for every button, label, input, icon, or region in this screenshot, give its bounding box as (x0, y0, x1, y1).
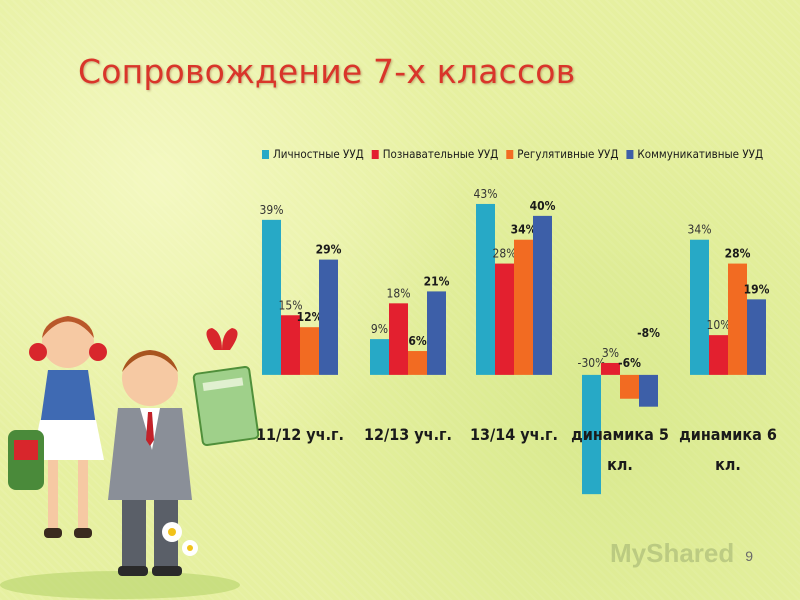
bar (582, 374, 601, 495)
category-label: кл. (607, 455, 633, 474)
data-label: 34% (688, 223, 712, 237)
data-label: 34% (511, 223, 537, 237)
data-label: 10% (707, 318, 731, 332)
bar (389, 303, 408, 375)
bar (476, 203, 495, 375)
bar (262, 219, 281, 375)
bar (408, 351, 427, 375)
category-label: динамика 6 (679, 425, 777, 444)
bar (747, 299, 766, 375)
category-label: динамика 5 (571, 425, 669, 444)
bar (370, 339, 389, 375)
data-label: 15% (279, 298, 303, 312)
data-label: 21% (424, 274, 450, 288)
children-illustration (0, 316, 260, 599)
data-label: 43% (474, 187, 498, 201)
legend-label: Коммуникативные УУД (637, 147, 763, 161)
bar (427, 291, 446, 375)
legend-swatch (262, 150, 269, 159)
slide-title: Сопровождение 7-х классов (78, 52, 576, 91)
data-label: 9% (371, 322, 388, 336)
legend-swatch (506, 150, 514, 159)
watermark-logo: MyShared (610, 538, 735, 568)
legend-label: Познавательные УУД (383, 147, 499, 161)
category-label: 11/12 уч.г. (256, 425, 344, 444)
data-label: -30% (578, 356, 606, 370)
bar (601, 362, 620, 375)
category-label: 13/14 уч.г. (470, 425, 558, 444)
bar (495, 263, 514, 375)
data-label: 29% (316, 243, 342, 257)
data-label: 39% (260, 203, 284, 217)
data-label: 18% (387, 286, 411, 300)
bar (319, 259, 338, 375)
category-label: 12/13 уч.г. (364, 425, 452, 444)
data-label: 28% (493, 247, 517, 261)
legend-label: Регулятивные УУД (517, 147, 618, 161)
bar (728, 263, 747, 375)
data-label: 28% (725, 247, 751, 261)
bar (690, 239, 709, 375)
bar (281, 315, 300, 375)
data-label: 12% (297, 310, 323, 324)
bar (639, 374, 658, 407)
page-number: 9 (745, 548, 753, 564)
bar (533, 215, 552, 375)
data-label: -6% (618, 356, 641, 370)
data-label: 19% (744, 282, 770, 296)
bar (300, 327, 319, 375)
data-label: 6% (408, 334, 427, 348)
category-label: кл. (715, 455, 741, 474)
legend-label: Личностные УУД (273, 147, 364, 161)
data-label: -8% (637, 326, 660, 340)
bar (620, 374, 639, 399)
legend-swatch (371, 150, 379, 159)
data-label: 40% (530, 199, 556, 213)
data-label: 3% (602, 346, 619, 360)
bar (514, 239, 533, 375)
legend-swatch (626, 150, 634, 159)
bar (709, 335, 728, 375)
